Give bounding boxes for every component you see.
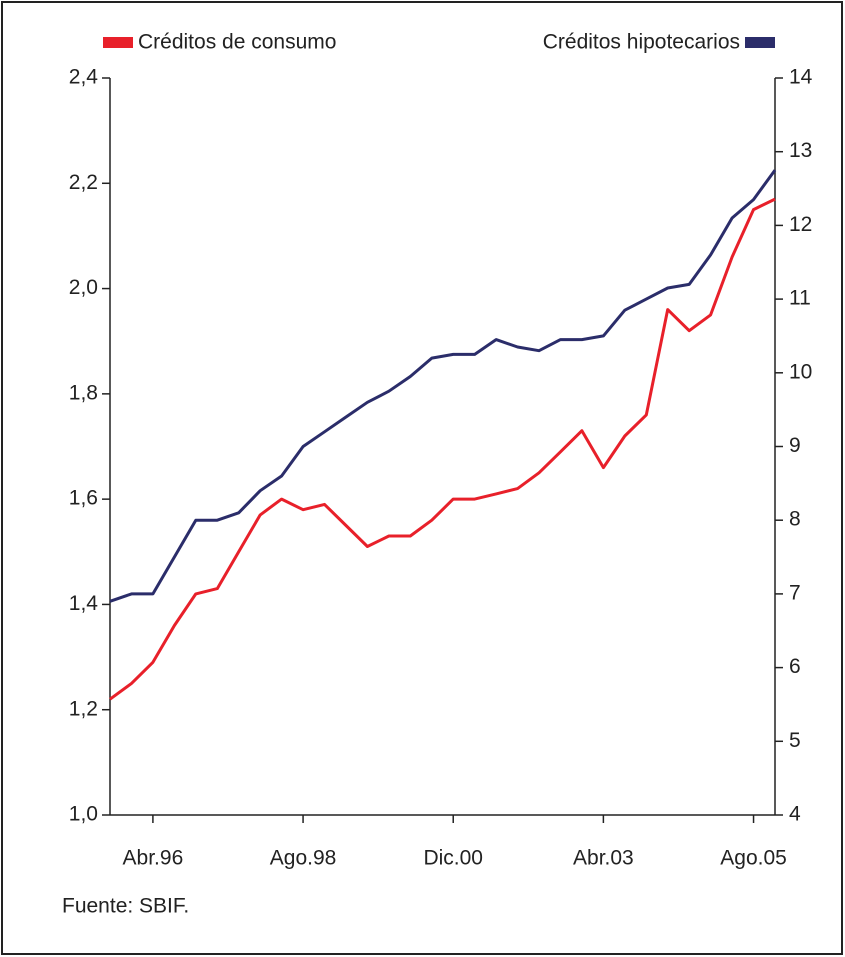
x-tick-label: Dic.00 <box>423 847 483 870</box>
y2-tick-label: 12 <box>789 213 812 236</box>
line <box>109 169 777 603</box>
line <box>109 197 776 701</box>
y-tick-label: 1,4 <box>69 592 99 615</box>
y2-tick-label: 7 <box>789 581 801 604</box>
y2-tick-label: 5 <box>789 729 801 752</box>
y2-tick-label: 13 <box>789 139 812 162</box>
y2-tick-label: 9 <box>789 434 801 457</box>
y-tick-label: 1,8 <box>69 381 98 404</box>
y2-tick-label: 4 <box>789 803 801 826</box>
legend-label: Créditos de consumo <box>138 31 336 54</box>
legend-swatch <box>745 37 775 48</box>
legend-label: Créditos hipotecarios <box>543 31 740 54</box>
y-tick-label: 2,4 <box>69 66 99 89</box>
source: Fuente: SBIF. <box>62 895 189 918</box>
y2-tick-label: 8 <box>789 508 801 531</box>
x-tick-label: Abr.96 <box>123 847 184 870</box>
x-tick-label: Ago.98 <box>270 847 337 870</box>
x-tick-label: Abr.03 <box>573 847 634 870</box>
y-tick-label: 2,0 <box>69 276 98 299</box>
legend-swatch <box>103 37 133 48</box>
y2-tick-label: 11 <box>789 287 811 310</box>
y2-tick-label: 10 <box>789 360 812 383</box>
y-tick-label: 1,6 <box>69 487 98 510</box>
y2-tick-label: 14 <box>789 66 813 89</box>
y-tick-label: 1,2 <box>69 697 98 720</box>
x-tick-label: Ago.05 <box>720 847 787 870</box>
y-tick-label: 1,0 <box>69 803 98 826</box>
y-tick-label: 2,2 <box>69 171 98 194</box>
y2-tick-label: 6 <box>789 655 801 678</box>
